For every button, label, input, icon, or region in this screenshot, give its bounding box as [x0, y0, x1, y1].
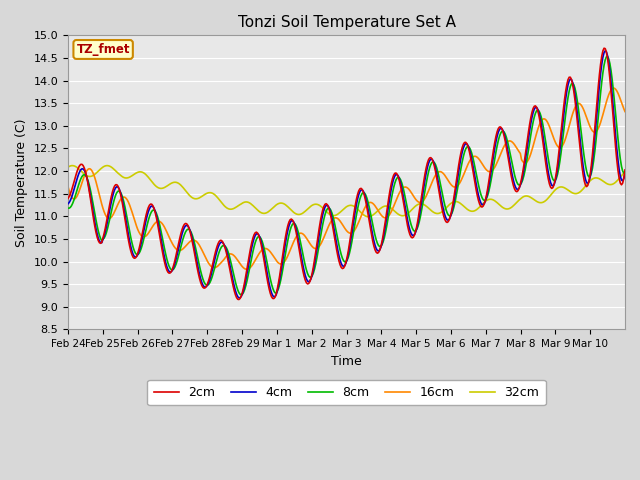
8cm: [377, 243, 385, 249]
4cm: [235, 295, 243, 301]
8cm: [64, 205, 72, 211]
X-axis label: Time: Time: [331, 355, 362, 368]
16cm: [243, 266, 251, 272]
2cm: [475, 198, 483, 204]
Y-axis label: Soil Temperature (C): Soil Temperature (C): [15, 118, 28, 247]
32cm: [621, 169, 629, 175]
Legend: 2cm, 4cm, 8cm, 16cm, 32cm: 2cm, 4cm, 8cm, 16cm, 32cm: [147, 380, 546, 406]
16cm: [377, 212, 385, 217]
8cm: [475, 182, 483, 188]
32cm: [405, 210, 413, 216]
16cm: [64, 184, 72, 190]
Line: 16cm: 16cm: [68, 88, 625, 269]
8cm: [300, 257, 308, 263]
16cm: [621, 108, 629, 114]
2cm: [600, 45, 608, 51]
Line: 2cm: 2cm: [68, 48, 625, 300]
4cm: [621, 170, 629, 176]
16cm: [237, 263, 245, 268]
8cm: [404, 206, 412, 212]
2cm: [571, 97, 579, 103]
2cm: [377, 244, 385, 250]
16cm: [571, 105, 579, 110]
16cm: [609, 85, 617, 91]
4cm: [377, 245, 385, 251]
8cm: [571, 85, 579, 91]
32cm: [239, 200, 246, 206]
32cm: [364, 214, 372, 220]
32cm: [378, 204, 386, 210]
4cm: [404, 217, 412, 223]
32cm: [69, 163, 77, 168]
32cm: [64, 164, 72, 170]
2cm: [404, 223, 412, 228]
Line: 32cm: 32cm: [68, 166, 625, 217]
4cm: [602, 48, 609, 54]
2cm: [64, 195, 72, 201]
2cm: [239, 289, 246, 295]
16cm: [300, 232, 308, 238]
2cm: [300, 273, 308, 279]
4cm: [475, 192, 483, 198]
Title: Tonzi Soil Temperature Set A: Tonzi Soil Temperature Set A: [237, 15, 456, 30]
32cm: [572, 191, 580, 196]
4cm: [571, 92, 579, 97]
8cm: [621, 169, 629, 175]
4cm: [64, 201, 72, 206]
4cm: [239, 291, 246, 297]
8cm: [239, 291, 246, 297]
8cm: [237, 292, 245, 298]
16cm: [404, 185, 412, 191]
16cm: [475, 156, 483, 161]
Line: 4cm: 4cm: [68, 51, 625, 298]
Text: TZ_fmet: TZ_fmet: [76, 43, 130, 56]
Line: 8cm: 8cm: [68, 57, 625, 295]
4cm: [300, 268, 308, 274]
2cm: [621, 167, 629, 173]
8cm: [604, 54, 611, 60]
32cm: [476, 204, 483, 210]
32cm: [300, 209, 308, 215]
2cm: [235, 297, 243, 302]
